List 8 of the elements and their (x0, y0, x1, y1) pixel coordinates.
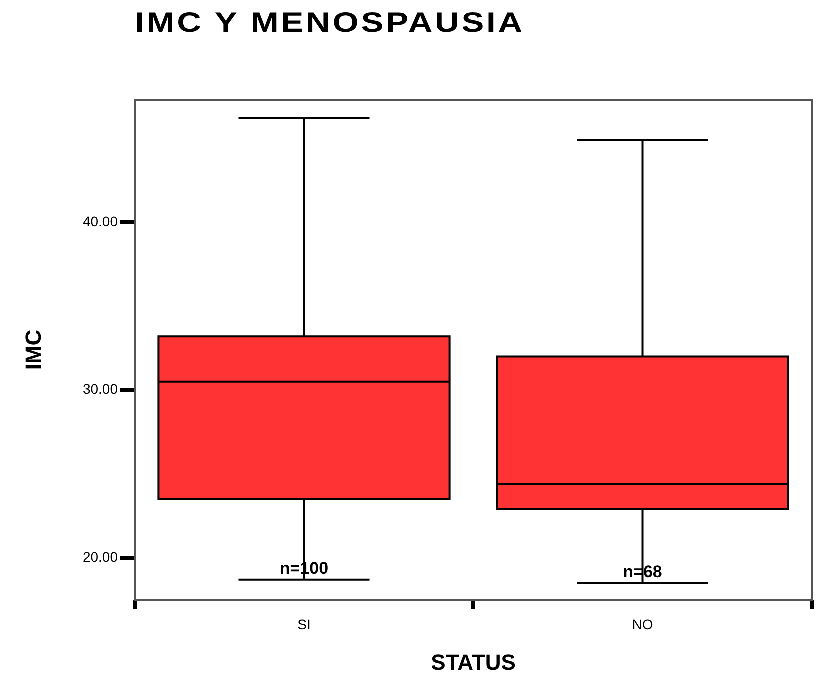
y-tick-label: 40.00 (82, 213, 118, 230)
y-axis-title: IMC (21, 330, 46, 370)
x-tick-label: SI (298, 616, 311, 632)
chart-title: IMC Y MENOSPAUSIA (135, 7, 525, 38)
x-tick-label: NO (632, 616, 654, 632)
y-tick-label: 20.00 (82, 548, 118, 565)
y-tick-label: 30.00 (82, 381, 118, 398)
x-axis-title: STATUS (431, 650, 516, 675)
